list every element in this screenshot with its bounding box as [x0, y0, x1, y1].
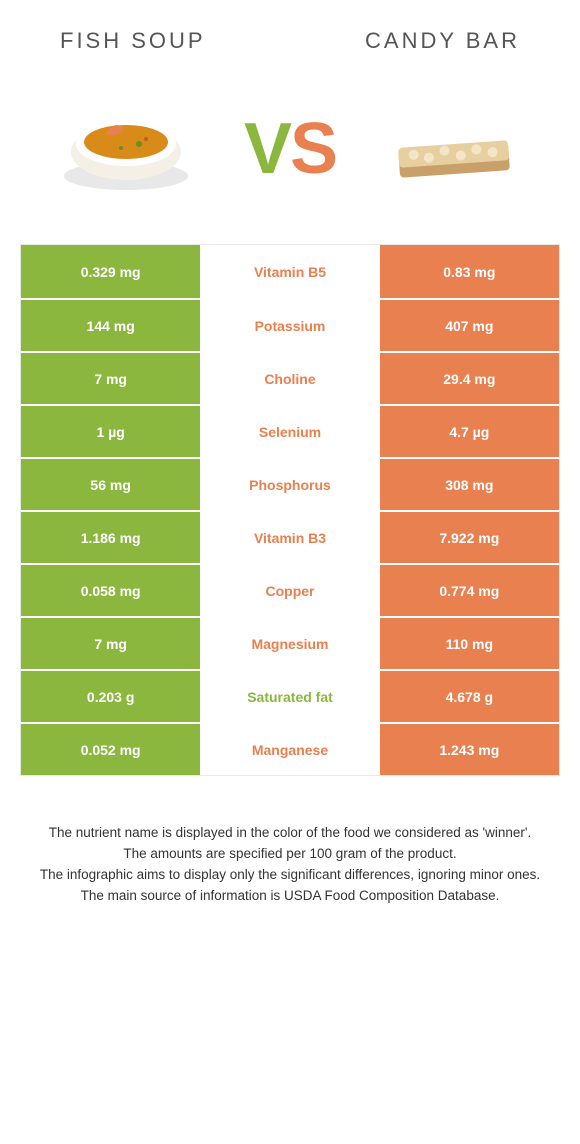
left-value: 7 mg: [21, 618, 200, 669]
left-value: 144 mg: [21, 300, 200, 351]
nutrient-label: Phosphorus: [200, 459, 379, 510]
left-food-title: FISH SOUP: [60, 28, 206, 54]
right-value: 0.774 mg: [380, 565, 559, 616]
right-value: 308 mg: [380, 459, 559, 510]
nutrient-label: Manganese: [200, 724, 379, 775]
table-row: 56 mgPhosphorus308 mg: [21, 457, 559, 510]
comparison-table: 0.329 mgVitamin B50.83 mg144 mgPotassium…: [20, 244, 560, 776]
nutrient-label: Copper: [200, 565, 379, 616]
table-row: 144 mgPotassium407 mg: [21, 298, 559, 351]
table-row: 7 mgMagnesium110 mg: [21, 616, 559, 669]
vs-s: S: [290, 109, 336, 189]
fish-soup-icon: [51, 94, 201, 204]
table-row: 1 µgSelenium4.7 µg: [21, 404, 559, 457]
vs-v: V: [244, 109, 290, 189]
left-value: 0.203 g: [21, 671, 200, 722]
footer-line: The main source of information is USDA F…: [30, 887, 550, 906]
table-row: 0.052 mgManganese1.243 mg: [21, 722, 559, 775]
right-value: 29.4 mg: [380, 353, 559, 404]
candy-bar-icon: [379, 94, 529, 204]
left-value: 56 mg: [21, 459, 200, 510]
right-value: 407 mg: [380, 300, 559, 351]
footer-notes: The nutrient name is displayed in the co…: [30, 824, 550, 908]
footer-line: The infographic aims to display only the…: [30, 866, 550, 885]
footer-line: The amounts are specified per 100 gram o…: [30, 845, 550, 864]
right-value: 4.678 g: [380, 671, 559, 722]
nutrient-label: Choline: [200, 353, 379, 404]
right-value: 110 mg: [380, 618, 559, 669]
vs-block: VS: [0, 94, 580, 204]
left-value: 1.186 mg: [21, 512, 200, 563]
nutrient-label: Vitamin B5: [200, 245, 379, 298]
nutrient-label: Vitamin B3: [200, 512, 379, 563]
vs-label: VS: [244, 108, 336, 190]
right-value: 0.83 mg: [380, 245, 559, 298]
table-row: 0.203 gSaturated fat4.678 g: [21, 669, 559, 722]
nutrient-label: Saturated fat: [200, 671, 379, 722]
table-row: 1.186 mgVitamin B37.922 mg: [21, 510, 559, 563]
table-row: 0.329 mgVitamin B50.83 mg: [21, 245, 559, 298]
left-value: 0.329 mg: [21, 245, 200, 298]
right-value: 4.7 µg: [380, 406, 559, 457]
left-value: 7 mg: [21, 353, 200, 404]
footer-line: The nutrient name is displayed in the co…: [30, 824, 550, 843]
table-row: 7 mgCholine29.4 mg: [21, 351, 559, 404]
table-row: 0.058 mgCopper0.774 mg: [21, 563, 559, 616]
right-value: 7.922 mg: [380, 512, 559, 563]
nutrient-label: Selenium: [200, 406, 379, 457]
left-value: 0.052 mg: [21, 724, 200, 775]
nutrient-label: Potassium: [200, 300, 379, 351]
right-value: 1.243 mg: [380, 724, 559, 775]
right-food-title: CANDY BAR: [365, 28, 520, 54]
left-value: 1 µg: [21, 406, 200, 457]
header: FISH SOUP CANDY BAR: [0, 0, 580, 54]
left-value: 0.058 mg: [21, 565, 200, 616]
nutrient-label: Magnesium: [200, 618, 379, 669]
